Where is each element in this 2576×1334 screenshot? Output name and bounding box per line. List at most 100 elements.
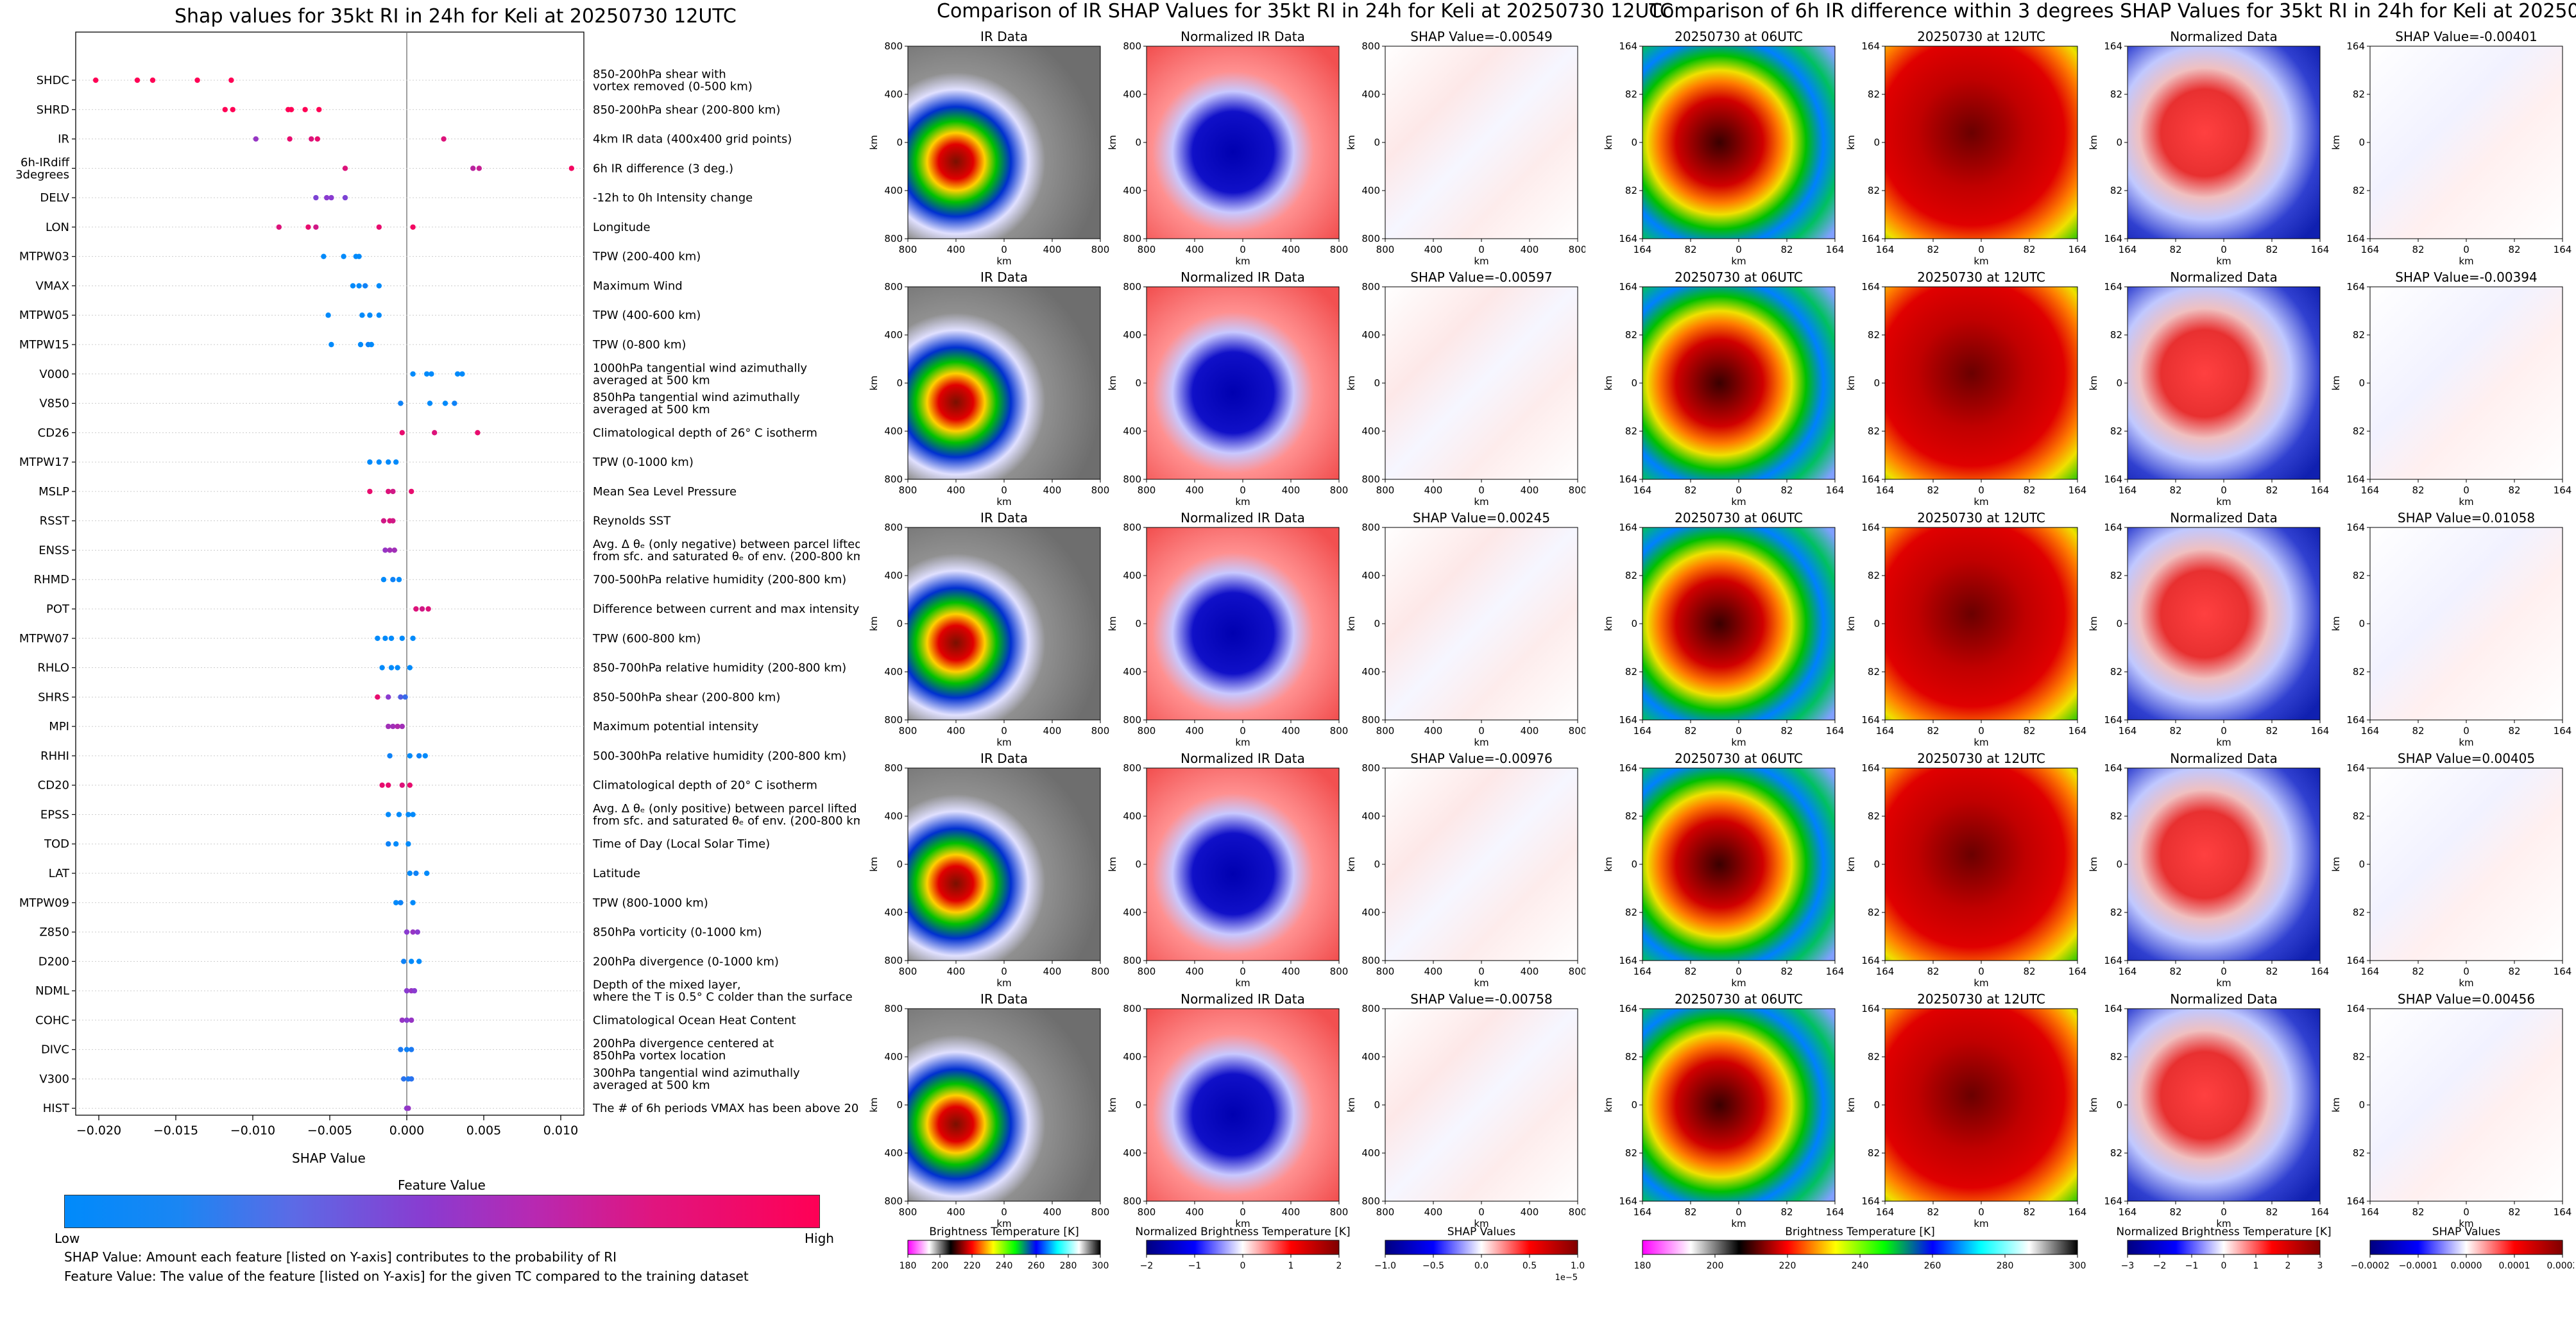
colorbar-tick-label: 180	[1634, 1261, 1651, 1271]
feature-description-label: Climatological depth of 26° C isotherm	[593, 426, 817, 440]
axis-label: km	[1974, 737, 1988, 748]
tick-label: 164	[2104, 714, 2122, 726]
tick-label: 0	[1374, 618, 1380, 629]
shap-point	[405, 1106, 411, 1111]
colorbar-tick-label: 200	[1707, 1261, 1724, 1271]
tick-label: 82	[2110, 907, 2122, 918]
axis-label: km	[1345, 375, 1357, 390]
shap-point	[328, 194, 334, 201]
feature-description-label: 700-500hPa relative humidity (200-800 km…	[593, 573, 846, 586]
axis-label: km	[1474, 977, 1488, 989]
tick-label: 800	[884, 233, 903, 244]
tick-label: 82	[1868, 810, 1880, 822]
ir-image-title: IR Data	[980, 269, 1028, 285]
diff-image-ds	[2369, 1008, 2563, 1202]
shap-point	[399, 1017, 405, 1023]
tick-label: 800	[1138, 966, 1156, 977]
shap-point	[399, 723, 405, 730]
tick-label: 82	[2023, 484, 2035, 496]
tick-label: 800	[1330, 1206, 1349, 1218]
feature-description-label: Avg. Δ θₑ (only positive) between parcel…	[593, 802, 857, 816]
feature-name-label: NDML	[35, 984, 69, 998]
ir-image-shap	[1385, 527, 1578, 721]
ir-image-title: Normalized IR Data	[1181, 510, 1305, 526]
tick-label: 0	[1001, 484, 1007, 496]
shap-point	[386, 459, 391, 465]
colorbar-tick-label: 0.0002	[2547, 1261, 2575, 1271]
tick-label: 164	[2361, 484, 2380, 496]
shap-point	[401, 1076, 407, 1082]
tick-label: 0	[1873, 618, 1880, 629]
feature-description-label: 500-300hPa relative humidity (200-800 km…	[593, 749, 846, 763]
colorbar-low-label: Low	[55, 1231, 80, 1246]
tick-label: 82	[1684, 725, 1696, 737]
tick-label: 164	[2346, 762, 2365, 774]
tick-label: 164	[1861, 522, 1880, 533]
tick-label: 164	[1861, 762, 1880, 774]
shap-point	[424, 870, 430, 877]
tick-label: 400	[884, 1147, 903, 1159]
tick-label: 400	[947, 966, 966, 977]
tick-label: 400	[1043, 484, 1062, 496]
diff-image-dn	[2127, 286, 2321, 480]
tick-label: 0	[1478, 1206, 1485, 1218]
tick-label: 400	[1282, 484, 1301, 496]
tick-label: 82	[2353, 185, 2365, 196]
tick-label: 400	[1424, 725, 1443, 737]
axis-label: km	[1107, 1097, 1118, 1112]
tick-label: 800	[1361, 281, 1380, 293]
colorbar-tick-label: −1.0	[1374, 1261, 1396, 1271]
tick-label: 164	[1619, 233, 1637, 244]
tick-label: 400	[1361, 425, 1380, 437]
tick-label: 400	[947, 725, 966, 737]
tick-label: 400	[884, 907, 903, 918]
summary-title: Shap values for 35kt RI in 24h for Keli …	[175, 5, 737, 28]
tick-label: 82	[2023, 725, 2035, 737]
ir-image-title: SHAP Value=-0.00549	[1410, 29, 1552, 44]
axis-label: km	[1845, 616, 1857, 631]
shap-point	[341, 253, 346, 259]
tick-label: 164	[2104, 40, 2122, 52]
ir-image-nir	[1146, 527, 1340, 721]
axis-label: km	[1345, 857, 1357, 871]
colorbar-tick-label: 200	[932, 1261, 949, 1271]
tick-label: 164	[1633, 484, 1652, 496]
feature-description-label: -12h to 0h Intensity change	[593, 191, 753, 205]
tick-label: 82	[2169, 1206, 2181, 1218]
tick-label: 82	[1927, 1206, 1939, 1218]
shap-point	[367, 488, 373, 495]
tick-label: 0	[1240, 484, 1246, 496]
axis-label: km	[1474, 1218, 1488, 1229]
tick-label: 800	[1361, 1195, 1380, 1207]
tick-label: 82	[2412, 244, 2424, 255]
feature-description-label: 850hPa tangential wind azimuthally	[593, 391, 800, 404]
tick-label: 400	[1424, 484, 1443, 496]
tick-label: 82	[2353, 1147, 2365, 1159]
feature-name-label: CD26	[38, 426, 69, 440]
tick-label: 800	[1361, 1003, 1380, 1014]
axis-label: km	[2088, 375, 2099, 390]
shap-point	[350, 283, 356, 289]
tick-label: 800	[1376, 966, 1395, 977]
axis-label: km	[1974, 1218, 1988, 1229]
tick-label: 400	[1123, 1147, 1141, 1159]
tick-label: 800	[1376, 1206, 1395, 1218]
tick-label: 0	[896, 618, 903, 629]
tick-label: 0	[896, 137, 903, 148]
tick-label: 164	[2346, 714, 2365, 726]
shap-point	[222, 107, 228, 112]
shap-point	[390, 488, 396, 495]
colorbar-tick-label: 220	[964, 1261, 981, 1271]
tick-label: 0	[2116, 377, 2122, 389]
feature-description-label: Avg. Δ θₑ (only negative) between parcel…	[593, 538, 860, 551]
tick-label: 164	[1633, 966, 1652, 977]
ir-image-shap	[1385, 46, 1578, 239]
axis-label: km	[1845, 857, 1857, 871]
axis-label: km	[1107, 616, 1118, 631]
tick-label: 400	[947, 484, 966, 496]
axis-label: km	[1731, 737, 1746, 748]
axis-label: km	[1845, 135, 1857, 150]
colorbar-tick-label: −3	[2121, 1261, 2135, 1271]
tick-label: 0	[2463, 1206, 2469, 1218]
shap-point	[410, 812, 416, 817]
